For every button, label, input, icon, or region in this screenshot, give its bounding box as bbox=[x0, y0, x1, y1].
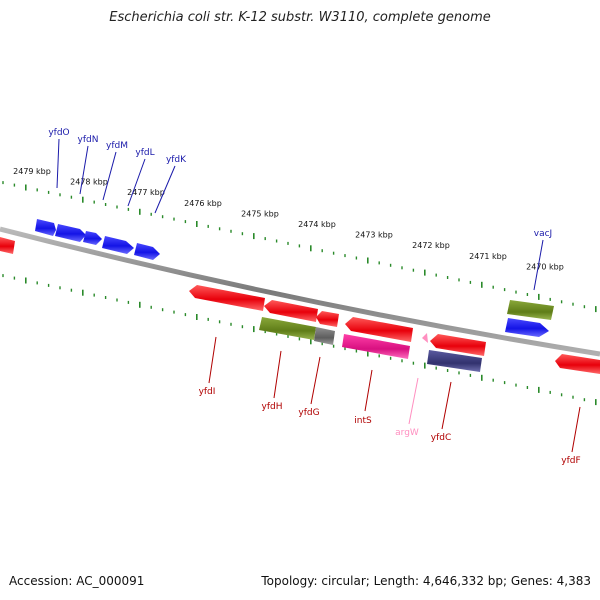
scale-tick-label: 2477 kbp bbox=[127, 188, 165, 197]
gene-vacJ[interactable] bbox=[507, 300, 554, 320]
label-leaders bbox=[56, 138, 581, 453]
gene-left-edge[interactable] bbox=[0, 237, 15, 254]
leader-yfdN bbox=[79, 145, 89, 195]
gene-yfdN[interactable] bbox=[55, 224, 86, 242]
gene-intS[interactable] bbox=[345, 317, 413, 342]
map-title: Escherichia coli str. K-12 substr. W3110… bbox=[109, 10, 491, 25]
label-vacJ[interactable]: vacJ bbox=[534, 229, 552, 239]
lower-scale-track bbox=[2, 274, 597, 406]
scale-tick-label: 2474 kbp bbox=[298, 220, 336, 229]
leader-yfdH bbox=[273, 350, 282, 399]
scale-tick-label: 2472 kbp bbox=[412, 241, 450, 250]
gene-yfdG-grey[interactable] bbox=[314, 327, 335, 345]
reverse-strand-genes bbox=[0, 237, 600, 374]
gene-yfdI[interactable] bbox=[189, 285, 265, 311]
label-yfdF[interactable]: yfdF bbox=[561, 456, 580, 466]
forward-strand-genes bbox=[35, 219, 554, 337]
scale-tick-label: 2479 kbp bbox=[13, 167, 51, 176]
leader-vacJ bbox=[533, 239, 544, 291]
genome-summary: Topology: circular; Length: 4,646,332 bp… bbox=[261, 574, 591, 588]
label-intS[interactable]: intS bbox=[354, 416, 372, 426]
gene-vacJ-strand[interactable] bbox=[505, 318, 549, 337]
leader-argW bbox=[408, 377, 419, 425]
scale-tick-labels: 2479 kbp 2478 kbp 2477 kbp 2476 kbp 2475 kbp… bbox=[13, 167, 564, 271]
leader-yfdI bbox=[208, 336, 217, 384]
gene-yfdG[interactable] bbox=[316, 311, 339, 327]
gene-yfdO[interactable] bbox=[35, 219, 56, 236]
gene-yfdK[interactable] bbox=[134, 243, 160, 260]
label-yfdH[interactable]: yfdH bbox=[262, 402, 283, 412]
label-yfdL[interactable]: yfdL bbox=[135, 148, 154, 158]
scale-tick-label: 2476 kbp bbox=[184, 199, 222, 208]
scale-tick-label: 2478 kbp bbox=[70, 178, 108, 187]
scale-tick-label: 2475 kbp bbox=[241, 209, 279, 218]
label-yfdC[interactable]: yfdC bbox=[431, 433, 452, 443]
label-yfdM[interactable]: yfdM bbox=[106, 141, 128, 151]
label-argW[interactable]: argW bbox=[395, 428, 419, 438]
gene-yfdL[interactable] bbox=[102, 236, 134, 254]
leader-yfdK bbox=[154, 165, 176, 214]
leader-yfdG bbox=[310, 356, 321, 405]
gene-argW[interactable] bbox=[422, 333, 428, 343]
leader-yfdM bbox=[102, 151, 117, 201]
gene-yfdC-navy[interactable] bbox=[427, 350, 482, 372]
label-yfdO[interactable]: yfdO bbox=[48, 128, 69, 138]
leader-intS bbox=[364, 369, 373, 412]
gene-yfdM[interactable] bbox=[83, 231, 102, 245]
scale-tick-label: 2470 kbp bbox=[526, 262, 564, 271]
gene-yfdH[interactable] bbox=[264, 300, 318, 322]
leader-yfdO bbox=[56, 138, 60, 189]
gene-yfdF[interactable] bbox=[555, 354, 600, 374]
gene-intS-magenta[interactable] bbox=[342, 334, 410, 359]
label-yfdI[interactable]: yfdI bbox=[199, 387, 216, 397]
gene-yfdC[interactable] bbox=[430, 334, 486, 356]
upper-scale-track bbox=[2, 181, 597, 313]
leader-yfdL bbox=[127, 158, 146, 207]
leader-yfdC bbox=[441, 381, 452, 430]
label-yfdK[interactable]: yfdK bbox=[166, 155, 187, 165]
scale-tick-label: 2471 kbp bbox=[469, 252, 507, 261]
label-yfdG[interactable]: yfdG bbox=[298, 408, 319, 418]
gene-yfdH-olive[interactable] bbox=[259, 317, 316, 340]
scale-tick-label: 2473 kbp bbox=[355, 231, 393, 240]
accession-text: Accession: AC_000091 bbox=[9, 574, 145, 588]
leader-yfdF bbox=[571, 406, 581, 453]
label-yfdN[interactable]: yfdN bbox=[78, 135, 99, 145]
gene-labels: yfdO yfdN yfdM yfdL yfdK vacJ yfdI yfdH … bbox=[48, 128, 580, 466]
genome-backbone bbox=[0, 226, 600, 357]
